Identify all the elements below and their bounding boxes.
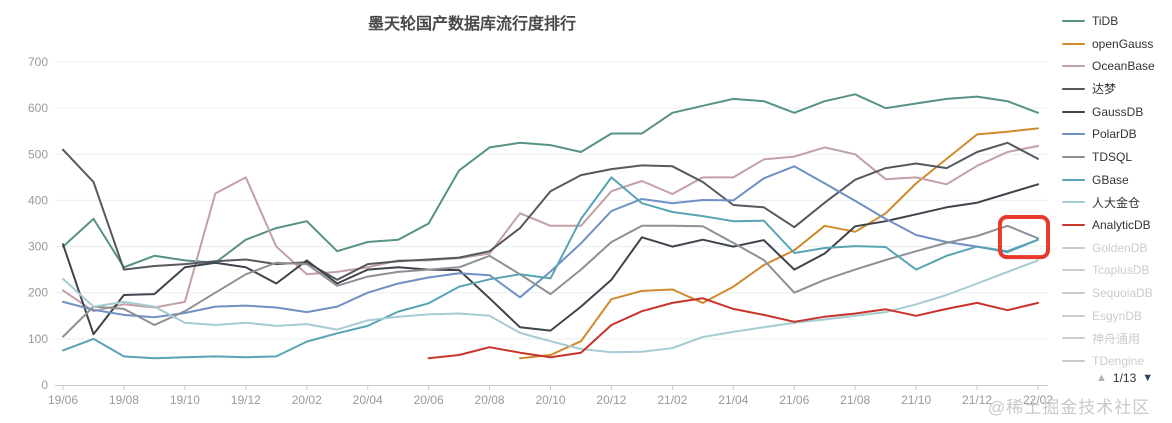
series-line-PolarDB: [62, 165, 1039, 319]
legend-item-GoldenDB[interactable]: GoldenDB: [1062, 238, 1147, 258]
series-line-TiDB: [62, 93, 1039, 269]
x-axis-tick-label: 21/02: [657, 393, 687, 407]
x-axis-tick-label: 20/06: [414, 393, 444, 407]
y-axis-tick-label: 0: [41, 378, 48, 392]
legend-item-GaussDB[interactable]: GaussDB: [1062, 102, 1143, 122]
legend-item-TDSQL[interactable]: TDSQL: [1062, 147, 1132, 167]
legend-label: TiDB: [1092, 14, 1119, 28]
legend-swatch: [1062, 20, 1085, 22]
legend-swatch: [1062, 155, 1085, 158]
legend-swatch: [1062, 291, 1085, 294]
x-axis-tick-label: 19/08: [109, 393, 139, 407]
legend-label: TDSQL: [1092, 149, 1133, 164]
legend-label: AnalyticDB: [1092, 217, 1151, 232]
legend-item-openGauss[interactable]: openGauss: [1062, 34, 1153, 54]
x-axis-tick-label: 20/10: [535, 393, 565, 407]
series-line-TDSQL: [62, 224, 1039, 338]
legend-swatch: [1062, 201, 1085, 204]
legend-label: GBase: [1092, 172, 1129, 187]
legend-label: EsgynDB: [1092, 308, 1143, 323]
x-axis-tick-label: 20/08: [475, 393, 505, 407]
chart-title: 墨天轮国产数据库流行度排行: [367, 16, 577, 33]
series-line-OceanBase: [62, 145, 1039, 313]
legend-item-GBase[interactable]: GBase: [1062, 170, 1129, 190]
legend-label: 神舟通用: [1092, 331, 1141, 346]
x-axis-tick-label: 21/08: [840, 393, 870, 407]
series-line-达梦: [62, 141, 1039, 281]
x-axis-tick-label: 21/12: [962, 393, 992, 407]
legend-label: SequoiaDB: [1092, 285, 1153, 300]
x-axis-tick-label: 21/04: [718, 393, 748, 407]
legend-label: TDengine: [1092, 353, 1145, 368]
legend-swatch: [1062, 223, 1085, 226]
legend-label: GaussDB: [1092, 104, 1144, 119]
legend-swatch: [1062, 87, 1085, 90]
legend-item-AnalyticDB[interactable]: AnalyticDB: [1062, 215, 1151, 235]
x-axis-tick-label: 21/06: [779, 393, 809, 407]
legend-item-OceanBase[interactable]: OceanBase: [1062, 56, 1155, 76]
series-line-GBase: [62, 176, 1039, 360]
series-line-人大金仓: [62, 259, 1039, 354]
legend-swatch: [1062, 269, 1085, 272]
legend-item-TiDB[interactable]: TiDB: [1062, 11, 1118, 31]
x-axis-tick-label: 20/04: [353, 393, 383, 407]
series-line-openGauss: [519, 127, 1039, 360]
x-axis-tick-label: 21/10: [901, 393, 931, 407]
legend-swatch: [1062, 314, 1085, 317]
legend-item-人大金仓[interactable]: 人大金仓: [1062, 192, 1140, 212]
y-axis-tick-label: 300: [28, 240, 48, 254]
y-axis-tick-label: 600: [28, 101, 48, 115]
highlight-box: [997, 215, 1051, 260]
legend-item-TcaplusDB[interactable]: TcaplusDB: [1062, 260, 1149, 280]
legend-label: PolarDB: [1092, 127, 1137, 142]
y-axis-tick-label: 700: [28, 55, 48, 69]
x-axis-tick-label: 20/12: [596, 393, 626, 407]
x-axis-tick-label: 22/02: [1023, 393, 1053, 407]
legend-swatch: [1062, 42, 1085, 45]
legend-pager: ▲ 1/13 ▼: [1096, 371, 1166, 385]
legend-item-PolarDB[interactable]: PolarDB: [1062, 124, 1137, 144]
legend-item-神舟通用[interactable]: 神舟通用: [1062, 328, 1140, 348]
legend-item-SequoiaDB[interactable]: SequoiaDB: [1062, 283, 1153, 303]
legend-swatch: [1062, 65, 1085, 68]
legend-item-TDengine[interactable]: TDengine: [1062, 351, 1144, 371]
x-axis-tick-label: 19/06: [48, 393, 78, 407]
x-axis-tick-label: 19/10: [170, 393, 200, 407]
x-axis-tick-label: 19/12: [231, 393, 261, 407]
legend-swatch: [1062, 337, 1085, 340]
legend-label: 达梦: [1092, 82, 1117, 97]
legend-swatch: [1062, 246, 1085, 249]
legend-label: GoldenDB: [1092, 240, 1148, 255]
legend-label: OceanBase: [1092, 59, 1155, 74]
y-axis-tick-label: 500: [28, 147, 48, 161]
legend-swatch: [1062, 178, 1085, 181]
series-line-GaussDB: [62, 183, 1039, 336]
legend-item-达梦[interactable]: 达梦: [1062, 79, 1116, 99]
legend-item-EsgynDB[interactable]: EsgynDB: [1062, 306, 1142, 326]
y-axis-tick-label: 400: [28, 193, 48, 207]
series-line-AnalyticDB: [427, 297, 1039, 360]
legend-label: TcaplusDB: [1092, 263, 1150, 278]
legend-page-indicator: 1/13: [1112, 371, 1137, 385]
legend-swatch: [1062, 359, 1085, 362]
legend-swatch: [1062, 133, 1085, 136]
legend-label: openGauss: [1092, 36, 1154, 51]
legend-page-up-icon[interactable]: ▲: [1096, 372, 1107, 384]
y-axis-tick-label: 100: [28, 332, 48, 346]
y-axis-tick-label: 200: [28, 286, 48, 300]
legend-label: 人大金仓: [1092, 195, 1141, 210]
legend-swatch: [1062, 110, 1085, 113]
legend-page-down-icon[interactable]: ▼: [1142, 372, 1154, 384]
x-axis-tick-label: 20/02: [292, 393, 322, 407]
